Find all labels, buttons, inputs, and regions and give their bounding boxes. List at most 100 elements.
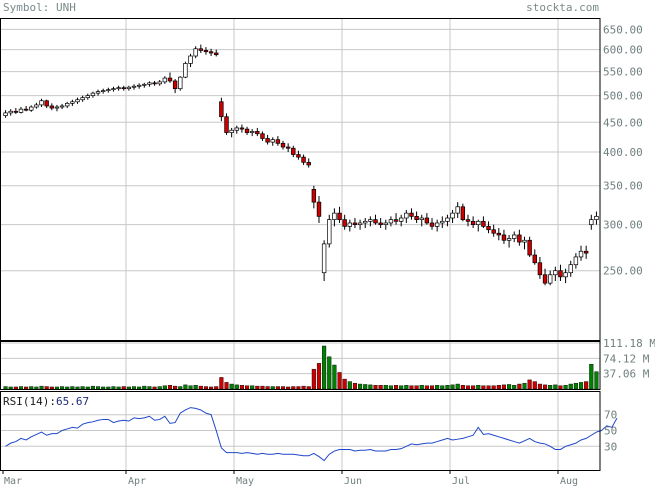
candle-body bbox=[460, 206, 466, 221]
candle-body bbox=[95, 91, 101, 94]
candle-body bbox=[8, 110, 13, 114]
month-label: Jun bbox=[344, 476, 362, 486]
rsi-panel bbox=[5, 407, 618, 462]
price-tick-label: 650.00 bbox=[603, 23, 643, 36]
candle-body bbox=[476, 220, 481, 226]
candle-body bbox=[594, 216, 599, 221]
candle-body bbox=[491, 229, 496, 234]
volume-bar bbox=[34, 386, 39, 390]
volume-bar bbox=[234, 384, 239, 390]
volume-bar bbox=[260, 385, 265, 390]
volume-bar bbox=[280, 386, 286, 390]
volume-bar bbox=[440, 385, 445, 390]
volume-bar bbox=[563, 385, 568, 390]
volume-bar bbox=[517, 383, 522, 390]
volume-bar bbox=[512, 385, 517, 390]
volume-bar bbox=[573, 383, 578, 390]
volume-bar bbox=[173, 385, 178, 390]
volume-bar bbox=[445, 385, 450, 390]
candle-body bbox=[347, 222, 353, 227]
rsi-line bbox=[5, 407, 618, 462]
candle-body bbox=[424, 217, 430, 224]
volume-bar bbox=[522, 383, 527, 390]
candle-body bbox=[142, 83, 147, 86]
candle-body bbox=[85, 95, 90, 99]
volume-bar bbox=[106, 386, 111, 390]
volume-bar bbox=[90, 385, 95, 390]
month-label: Aug bbox=[560, 476, 578, 486]
volume-bar bbox=[507, 384, 512, 390]
candle-body bbox=[219, 101, 224, 118]
volume-bar bbox=[198, 385, 203, 390]
panel-frame bbox=[0, 391, 601, 471]
candle-body bbox=[214, 52, 219, 56]
volume-bar bbox=[347, 381, 352, 390]
volume-bar bbox=[85, 386, 90, 390]
candle-body bbox=[255, 131, 260, 135]
candle-body bbox=[275, 139, 281, 144]
volume-bar bbox=[54, 386, 59, 390]
rsi-tick-label: 70 bbox=[604, 409, 617, 422]
volume-bar bbox=[255, 385, 260, 390]
volume-bar bbox=[327, 356, 332, 390]
volume-bar bbox=[388, 385, 393, 390]
candle-body bbox=[327, 219, 332, 245]
volume-bar bbox=[537, 383, 542, 390]
volume-bar bbox=[96, 386, 101, 390]
candle-body bbox=[332, 212, 337, 221]
month-label: Mar bbox=[4, 476, 22, 486]
volume-bar bbox=[121, 386, 126, 390]
candle-body bbox=[157, 81, 162, 85]
candle-body bbox=[589, 219, 594, 226]
candle-body bbox=[162, 77, 168, 83]
volume-bar bbox=[3, 386, 8, 390]
candle-body bbox=[224, 116, 229, 133]
volume-bar bbox=[419, 385, 424, 390]
volume-bar bbox=[188, 385, 193, 390]
candle-body bbox=[234, 127, 239, 131]
volume-bar bbox=[414, 385, 419, 390]
candle-body bbox=[285, 146, 291, 149]
rsi-tick-label: 50 bbox=[604, 425, 617, 438]
candle-body bbox=[44, 100, 49, 107]
volume-bar bbox=[203, 386, 208, 390]
volume-tick-label: 74.12 M bbox=[603, 352, 650, 365]
grid-lines bbox=[0, 18, 600, 474]
volume-bar bbox=[18, 386, 24, 390]
candle-body bbox=[470, 220, 476, 226]
volume-bar bbox=[399, 385, 404, 390]
volume-bar bbox=[75, 386, 80, 390]
candle-body bbox=[291, 147, 296, 155]
volume-bar bbox=[65, 386, 70, 390]
volume-bar bbox=[193, 385, 198, 390]
volume-bar bbox=[450, 384, 455, 390]
candle-body bbox=[208, 51, 214, 54]
rsi-label-text: RSI(14): bbox=[3, 395, 56, 408]
volume-bar bbox=[486, 385, 491, 390]
panel-frame bbox=[0, 18, 601, 341]
candle-body bbox=[244, 128, 250, 133]
candle-body bbox=[152, 82, 157, 85]
volume-bar bbox=[404, 385, 409, 390]
month-label: Jul bbox=[452, 476, 470, 486]
volume-bar bbox=[368, 384, 373, 390]
rsi-label: RSI(14):65.67 bbox=[3, 395, 89, 408]
candle-body bbox=[558, 270, 563, 278]
candle-body bbox=[496, 232, 502, 236]
candle-body bbox=[414, 216, 419, 221]
candle-body bbox=[393, 219, 399, 222]
volume-bar bbox=[429, 385, 435, 390]
volume-bar bbox=[316, 363, 322, 390]
volume-bar bbox=[543, 384, 548, 390]
candle-body bbox=[106, 89, 111, 92]
candle-body bbox=[316, 201, 322, 217]
candle-body bbox=[434, 222, 440, 227]
volume-bar bbox=[332, 364, 337, 390]
candle-body bbox=[188, 55, 193, 64]
volume-bar bbox=[245, 385, 250, 390]
volume-bar bbox=[471, 385, 476, 390]
volume-bar bbox=[301, 385, 306, 390]
candle-body bbox=[465, 219, 471, 222]
volume-bar bbox=[435, 385, 440, 390]
candle-body bbox=[280, 142, 286, 148]
